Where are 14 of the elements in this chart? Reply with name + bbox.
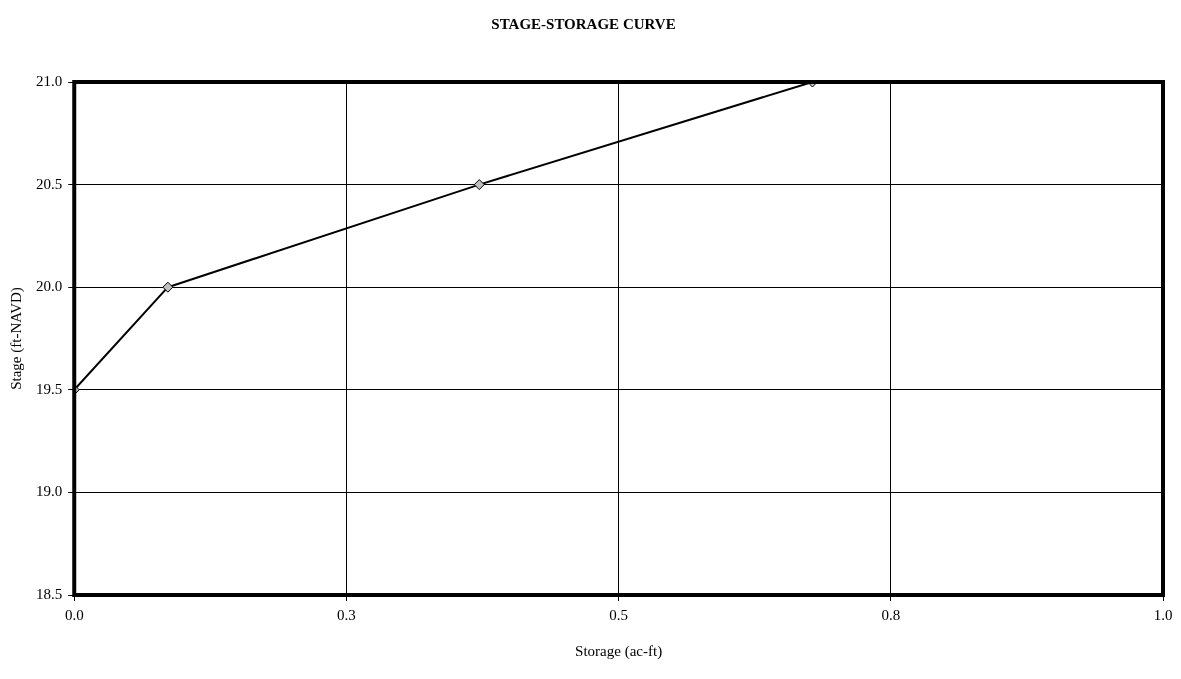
y-tick-label: 20.0 (36, 278, 63, 295)
x-tick-label: 0.3 (337, 606, 356, 623)
y-tick-label: 20.5 (36, 175, 63, 192)
x-tick-label: 0.5 (609, 606, 628, 623)
x-tick-label: 1.0 (1153, 606, 1173, 623)
x-axis-title: Storage (ac-ft) (575, 642, 663, 660)
y-tick-label: 21.0 (36, 72, 63, 89)
y-axis-title: Stage (ft-NAVD) (7, 287, 25, 390)
x-tick-label: 0.0 (64, 606, 84, 623)
y-tick-label: 19.5 (36, 380, 63, 397)
chart-title: STAGE-STORAGE CURVE (491, 15, 676, 32)
x-tick-label: 0.8 (881, 606, 901, 623)
y-tick-label: 18.5 (36, 585, 63, 602)
y-tick-label: 19.0 (36, 483, 63, 500)
